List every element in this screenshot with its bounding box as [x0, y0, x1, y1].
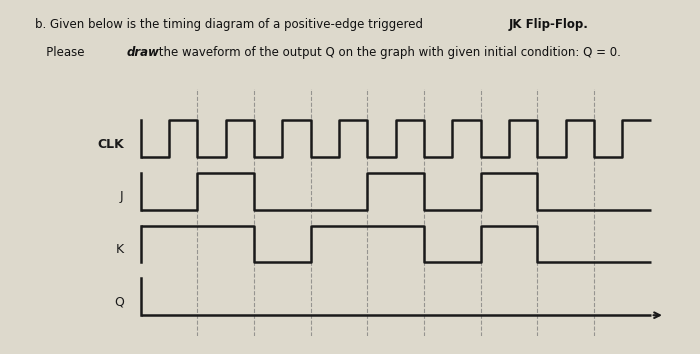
Text: CLK: CLK: [97, 138, 124, 150]
Text: K: K: [116, 243, 124, 256]
Text: J: J: [120, 190, 124, 203]
Text: the waveform of the output Q on the graph with given initial condition: Q = 0.: the waveform of the output Q on the grap…: [155, 46, 622, 59]
Text: draw: draw: [127, 46, 160, 59]
Text: Q: Q: [114, 296, 124, 309]
Text: JK Flip-Flop.: JK Flip-Flop.: [508, 18, 588, 31]
Text: Please: Please: [35, 46, 88, 59]
Text: b. Given below is the timing diagram of a positive-edge triggered: b. Given below is the timing diagram of …: [35, 18, 427, 31]
